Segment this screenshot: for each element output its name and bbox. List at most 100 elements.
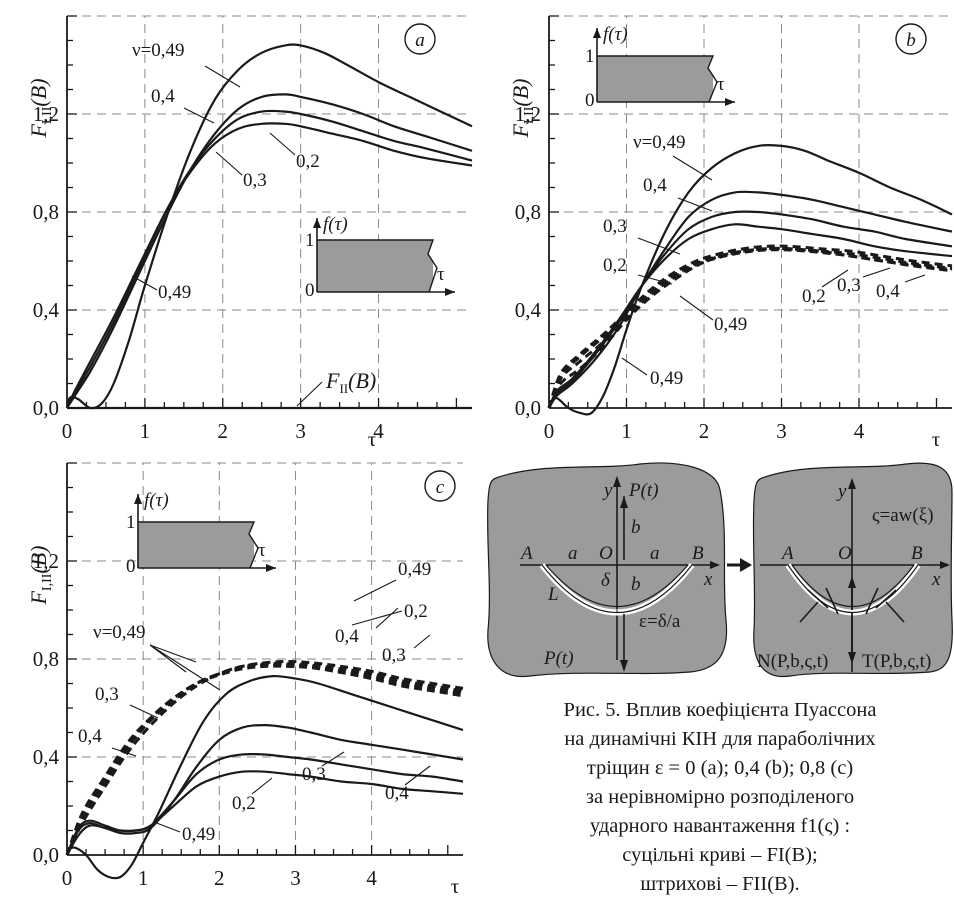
leader-line [413, 634, 431, 649]
y-tick-label: 0,4 [33, 745, 60, 769]
svg-text:0: 0 [585, 90, 595, 111]
plate-with-crack: y P(t) b A a O a B x δ b L ε=δ/a P(t) [486, 462, 728, 678]
annotation-049-dash: 0,49 [714, 314, 747, 335]
panel-label-a: a [404, 23, 436, 55]
y-tick-label: 0,0 [33, 843, 59, 867]
svg-text:τ: τ [717, 74, 725, 95]
svg-text:P(t): P(t) [543, 648, 574, 669]
y-axis-label: FI,II(B) [508, 78, 537, 138]
caption-line: ударного навантаження f1(ς) : [590, 815, 850, 837]
leader-line [672, 155, 713, 181]
x-tick-label: 3 [295, 419, 306, 443]
annotation-nu-049: ν=0,49 [633, 132, 686, 153]
leader-line [621, 357, 648, 376]
svg-text:O: O [599, 543, 613, 564]
svg-text:0: 0 [305, 280, 315, 301]
panel-label-c: c [424, 470, 456, 502]
series-line-dashed [547, 248, 953, 409]
annotation-03-bottom: 0,3 [302, 764, 326, 785]
annotation-04: 0,4 [151, 86, 175, 107]
svg-text:a: a [568, 543, 578, 564]
chart-axes [548, 15, 952, 409]
leader-line [111, 747, 137, 757]
svg-text:ς=aw(ξ): ς=aw(ξ) [872, 505, 934, 526]
annotation-049-low: 0,49 [650, 368, 683, 389]
leader-line [351, 610, 403, 626]
annotation-04-dash: 0,4 [876, 281, 900, 302]
series-line [547, 223, 953, 409]
svg-text:1: 1 [126, 512, 136, 533]
annotation-fii: FII(B) [325, 368, 376, 396]
x-tick-label: 4 [366, 866, 377, 890]
series-line-dashed [65, 662, 464, 856]
caption-line: Рис. 5. Вплив коефіцієнта Пуассона [564, 699, 877, 721]
caption-line: суцільні криві – FI(B); [622, 844, 817, 866]
annotation-03: 0,3 [243, 170, 267, 191]
svg-text:y: y [602, 480, 613, 501]
x-tick-label: 2 [214, 866, 225, 890]
annotation-04: 0,4 [78, 726, 102, 747]
leader-line [149, 644, 221, 691]
annotation-02: 0,2 [603, 255, 627, 276]
series-layer [65, 659, 464, 880]
leader-line [183, 107, 215, 124]
svg-text:T(P,b,ς,t): T(P,b,ς,t) [862, 651, 931, 672]
x-axis-label: τ [451, 874, 459, 898]
series-line [65, 122, 473, 409]
annotation-03-dash: 0,3 [837, 275, 861, 296]
series-layer [547, 143, 953, 416]
chart-axes [66, 15, 472, 409]
svg-text:τ: τ [437, 264, 445, 285]
leader-line [637, 274, 673, 285]
x-tick-label: 2 [218, 419, 229, 443]
svg-text:x: x [703, 569, 713, 590]
svg-text:τ: τ [258, 540, 266, 561]
tick-labels: 0 1 2 3 4 0,0 0,4 0,8 1,2 [33, 549, 378, 890]
annotation-04: 0,4 [643, 175, 667, 196]
leader-line [269, 132, 296, 156]
svg-text:b: b [906, 30, 916, 51]
annotation-049-low: 0,49 [182, 824, 215, 845]
caption-line: штрихові – FII(B). [640, 873, 799, 895]
crack-loads: y ς=aw(ξ) A O B x N(P,b,ς,t) T(P,b,ς,t) [752, 462, 953, 678]
annotation-nu-049: ν=0,49 [132, 40, 185, 61]
arrow-icon [727, 558, 752, 572]
y-tick-label: 0,8 [33, 200, 59, 224]
annotation-03: 0,3 [603, 216, 627, 237]
annotation-02: 0,2 [296, 151, 320, 172]
grid-lines [67, 462, 463, 855]
series-line [66, 43, 473, 410]
y-tick-label: 1,2 [515, 102, 541, 126]
loading-inset: 1 0 f(τ) τ [305, 214, 455, 301]
annotation-nu-049: ν=0,49 [93, 622, 146, 643]
caption-line: на динамічні КІН для параболічних [564, 728, 875, 750]
svg-text:O: O [838, 543, 852, 564]
svg-text:ε=δ/a: ε=δ/a [639, 611, 681, 632]
svg-text:A: A [519, 543, 533, 564]
svg-text:b: b [631, 574, 641, 595]
annotation-03: 0,3 [95, 684, 119, 705]
svg-text:L: L [547, 584, 559, 605]
series-line [548, 210, 953, 409]
series-line [65, 752, 464, 856]
x-axis-label: τ [368, 427, 376, 451]
x-tick-label: 0 [62, 866, 73, 890]
x-tick-label: 4 [854, 419, 865, 443]
series-line-dashed [547, 244, 953, 409]
leader-line [321, 751, 345, 767]
series-line-dashed [65, 664, 464, 856]
chart-panel-b: 0 1 2 3 4 0,0 0,4 0,8 1,2 FI,II(B) τ b ν=0,49 0,… [508, 15, 953, 451]
annotation-04-right: 0,4 [335, 626, 359, 647]
leader-line [677, 197, 713, 212]
svg-text:P(t): P(t) [628, 480, 659, 501]
svg-text:0: 0 [126, 556, 136, 577]
y-tick-label: 0,0 [515, 396, 541, 420]
annotation-02-right: 0,2 [404, 601, 428, 622]
series-line [548, 143, 953, 416]
svg-text:b: b [631, 517, 641, 538]
y-tick-label: 0,4 [515, 298, 542, 322]
svg-text:B: B [911, 543, 923, 564]
svg-text:N(P,b,ς,t): N(P,b,ς,t) [757, 651, 828, 672]
y-tick-label: 0,0 [33, 396, 59, 420]
series-line [66, 93, 473, 409]
